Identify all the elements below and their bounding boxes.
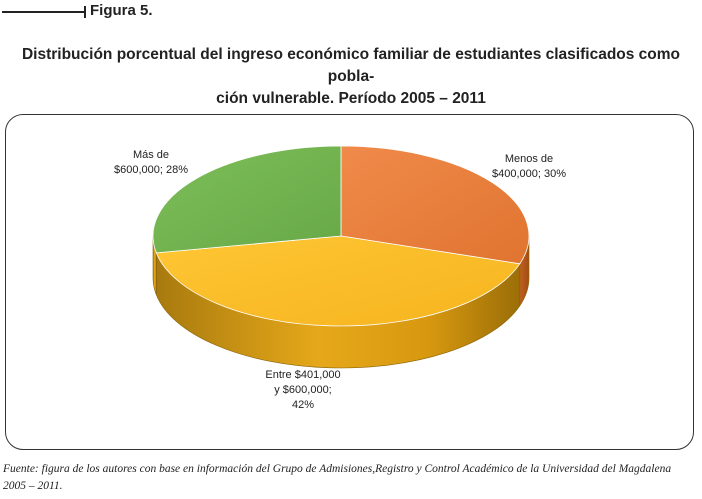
chart-title-line-2: ción vulnerable. Período 2005 – 2011 (216, 90, 486, 107)
figure-rule (2, 11, 84, 13)
slice-entre-401000-600000 (155, 235, 521, 327)
slice-label-mas-600000: Más de $600,000; 28% (113, 149, 188, 176)
slice-mas-600000 (152, 145, 342, 254)
slice-menos-400000 (340, 145, 530, 265)
slice-label-entre-401000-600000: Entre $401,000 y $600,000; 42% (265, 369, 341, 411)
figure-rule-tick (84, 6, 86, 18)
figure-label: Figura 5. (90, 2, 153, 19)
chart-frame (5, 114, 694, 450)
source-note-line-1: Fuente: figura de los autores con base e… (3, 463, 672, 475)
source-note: Fuente: figura de los autores con base e… (3, 461, 699, 495)
source-note-line-2: 2005 – 2011. (3, 480, 63, 492)
chart-title-line-1: Distribución porcentual del ingreso econ… (21, 46, 681, 85)
slice-label-menos-400000: Menos de $400,000; 30% (491, 153, 566, 180)
chart-title: Distribución porcentual del ingreso econ… (10, 44, 692, 110)
